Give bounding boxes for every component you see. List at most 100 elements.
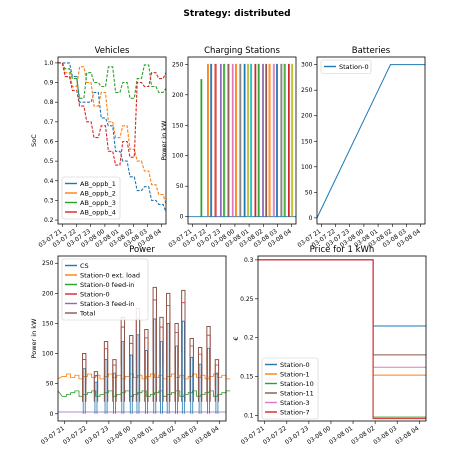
power-total-pulse	[129, 334, 134, 402]
price-legend-label: Station-0	[280, 361, 310, 369]
vehicles-ytick-label: 0.9	[44, 80, 54, 87]
vehicles-ytick-label: 0.7	[44, 119, 54, 126]
price-step-line	[258, 259, 426, 420]
batteries-ytick-label: 200	[301, 113, 313, 120]
power-xtick-label: 03-07 23	[84, 425, 110, 446]
power-legend-label: Station-0 ext. load	[80, 271, 140, 279]
stations-ytick-label: 0	[180, 214, 184, 221]
stations-frame	[187, 56, 297, 225]
price-ytick-label: 0.2	[244, 335, 254, 342]
stations-ytick-label: 50	[176, 183, 184, 190]
price-legend-label: Station-1	[280, 370, 310, 378]
price-xtick-label: 03-08 00	[306, 425, 332, 446]
power-xtick-label: 03-08 04	[194, 425, 220, 446]
station-power-pulse	[291, 63, 294, 217]
power-xtick-label: 03-08 03	[172, 425, 198, 446]
price-panel: Price for 1 kWh 0.1 0.15 0.2 0.25 0.3 03-07 21…	[232, 245, 427, 446]
power-legend-label: CS	[80, 262, 89, 270]
batteries-ytick-label: 100	[301, 164, 313, 171]
power-legend-label: Station-0 feed-in	[80, 281, 134, 289]
price-xtick-label: 03-07 23	[284, 425, 310, 446]
vehicle-soc-line	[58, 62, 167, 99]
power-total-pulse	[103, 341, 109, 402]
stations-ytick-label: 100	[172, 153, 184, 160]
power-total-pulse	[112, 359, 117, 402]
price-ytick-label: 0.15	[240, 374, 254, 381]
vehicles-legend-label: AB_oppb_4	[80, 208, 116, 216]
power-total-pulse	[174, 322, 179, 402]
station-power-pulse	[243, 63, 246, 217]
vehicle-soc-line	[58, 62, 167, 213]
power-ytick-label: 250	[42, 260, 54, 267]
station-power-pulse	[214, 63, 217, 217]
power-total-pulse	[197, 347, 203, 402]
price-legend-label: Station-10	[280, 380, 314, 388]
batteries-ytick-label: 50	[305, 189, 313, 196]
vehicles-ytick-label: 0.4	[44, 178, 54, 185]
station-power-pulse	[219, 63, 222, 217]
stations-background	[188, 57, 296, 224]
price-xtick-label: 03-07 21	[240, 425, 266, 446]
station-power-pulse	[210, 63, 213, 217]
station-power-pulse	[265, 63, 268, 217]
power-ytick-label: 150	[42, 320, 54, 327]
vehicles-ytick-label: 0.6	[44, 138, 54, 145]
stations-ytick-label: 250	[172, 61, 184, 68]
figure-title: Strategy: distributed	[183, 9, 290, 19]
power-total-pulse	[189, 338, 194, 402]
stations-title: Charging Stations	[204, 46, 280, 56]
power-title: Power	[129, 245, 155, 255]
power-ylabel: Power in kW	[30, 318, 38, 358]
vehicles-legend-label: AB_oppb_3	[80, 199, 116, 207]
price-xtick-label: 03-08 01	[328, 425, 354, 446]
power-ytick-label: 200	[42, 290, 54, 297]
price-ytick-label: 0.1	[244, 413, 254, 420]
price-xtick-label: 03-08 02	[350, 425, 376, 446]
batteries-ytick-label: 300	[301, 62, 313, 69]
batteries-title: Batteries	[352, 46, 391, 56]
vehicles-title: Vehicles	[95, 46, 130, 56]
batteries-ytick-label: 150	[301, 138, 313, 145]
power-legend-label: Total	[79, 309, 95, 317]
batteries-legend	[320, 59, 372, 74]
power-total-pulse	[93, 371, 99, 402]
power-xtick-label: 03-08 02	[150, 425, 176, 446]
station-power-pulse	[280, 63, 283, 217]
power-cs-pulse	[144, 350, 148, 414]
power-cs-pulse	[215, 372, 219, 414]
stations-ytick-label: 150	[172, 122, 184, 129]
station-power-pulse	[235, 63, 238, 217]
power-total-pulse	[144, 328, 149, 402]
price-legend	[261, 357, 319, 420]
batteries-ytick-label: 250	[301, 87, 313, 94]
vehicles-legend	[61, 176, 121, 220]
batteries-background	[317, 57, 425, 224]
station-power-pulse	[276, 63, 278, 217]
batteries-frame	[316, 56, 426, 225]
power-cs-pulse	[207, 347, 210, 414]
power-cs-pulse	[136, 334, 140, 414]
power-ytick-label: 100	[42, 351, 54, 358]
station-power-pulse	[268, 63, 271, 217]
vehicles-legend-label: AB_oppb_1	[80, 180, 116, 188]
station-power-pulse	[231, 63, 234, 217]
station-power-pulse	[223, 63, 226, 217]
price-title: Price for 1 kWh	[310, 245, 375, 255]
power-total-pulse	[206, 325, 211, 402]
station-power-pulse	[262, 63, 264, 217]
power-legend	[61, 258, 149, 321]
power-cs-pulse	[104, 359, 108, 414]
power-cs-pulse	[175, 345, 179, 414]
price-xtick-label: 03-08 04	[394, 425, 420, 446]
price-legend-label: Station-7	[280, 408, 310, 416]
vehicles-ytick-label: 1.0	[44, 60, 54, 67]
power-cs-pulse	[82, 368, 86, 414]
power-ytick-label: 50	[46, 381, 54, 388]
power-cs-pulse	[190, 356, 194, 414]
station-power-pulse	[257, 63, 260, 217]
price-xtick-label: 03-08 03	[372, 425, 398, 446]
vehicle-soc-line	[58, 62, 167, 205]
